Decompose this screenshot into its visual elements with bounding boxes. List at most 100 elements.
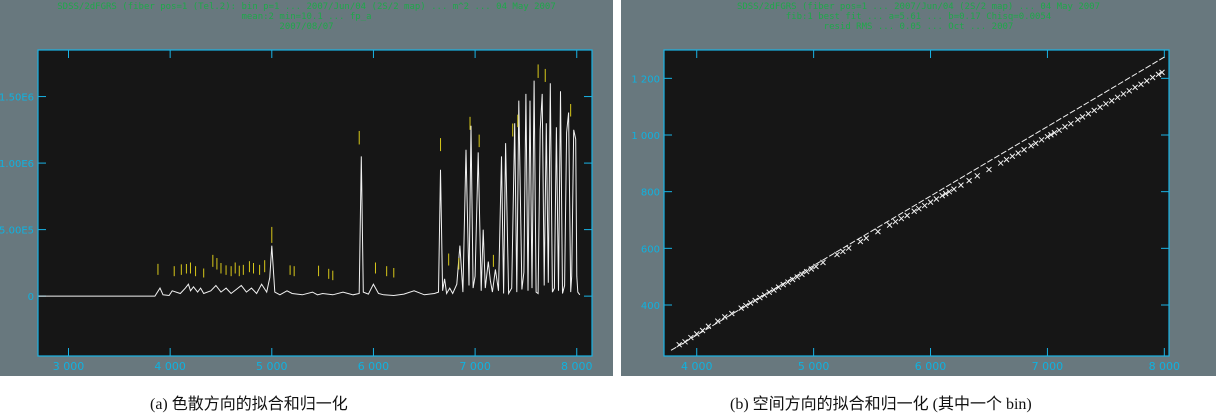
data-point	[1114, 94, 1121, 101]
panel-b: SDSS/2dFGRS (fiber pos=1 ... 2007/Jun/04…	[621, 0, 1216, 376]
y-tick-label: 1 200	[631, 74, 660, 85]
y-tick-label: 0	[28, 292, 34, 303]
data-point	[915, 205, 922, 212]
x-tick-label: 6 000	[358, 360, 390, 373]
data-point	[892, 218, 899, 225]
data-point	[966, 177, 972, 184]
data-point	[1067, 120, 1074, 127]
data-point	[958, 182, 964, 189]
panel-a: SDSS/2dFGRS (fiber pos=1 (Tel.2): bin p=…	[0, 0, 613, 376]
data-point	[875, 228, 881, 235]
data-point	[927, 199, 934, 206]
y-tick-label: 1.50E6	[0, 93, 34, 104]
data-point	[1159, 69, 1165, 76]
data-point	[766, 289, 773, 296]
data-point	[898, 215, 905, 222]
data-point	[840, 248, 846, 255]
data-point	[699, 327, 706, 334]
data-point	[799, 271, 805, 278]
data-point	[1003, 156, 1010, 163]
data-point	[757, 294, 763, 301]
header-line-3: resid RMS ... 0.05 ... Oct ... 2007	[823, 22, 1014, 32]
data-point	[742, 302, 749, 309]
header-line-3: 2007/08/07	[279, 22, 334, 32]
data-point	[1015, 150, 1022, 156]
plot-frame	[37, 49, 593, 357]
data-point	[1079, 114, 1086, 120]
data-point	[738, 305, 745, 311]
data-point	[780, 281, 787, 288]
y-tick-label: 1.00E6	[0, 159, 34, 170]
data-point	[794, 274, 801, 280]
data-point	[1038, 136, 1045, 143]
data-point	[682, 338, 688, 345]
caption-b: (b) 空间方向的拟合和归一化 (其中一个 bin)	[730, 396, 1032, 413]
data-point	[1062, 123, 1068, 130]
data-point	[942, 190, 949, 197]
data-point	[1085, 110, 1092, 117]
x-tick-label: 7 000	[459, 360, 491, 373]
plot-frame	[663, 49, 1170, 357]
data-point	[1021, 146, 1027, 153]
data-point	[705, 323, 712, 330]
data-point	[933, 196, 940, 202]
header-line-1: SDSS/2dFGRS (fiber pos=1 (Tel.2): bin p=…	[57, 2, 556, 12]
data-point	[1044, 133, 1051, 140]
y-tick-label: 800	[641, 188, 660, 199]
header-line-2: fib:1 best fit ... a=5.61 ... b=0.17 Chi…	[785, 12, 1052, 22]
data-point	[1155, 71, 1162, 78]
data-point	[1149, 74, 1156, 81]
data-point	[974, 172, 981, 179]
data-point	[1126, 87, 1133, 94]
data-point	[997, 160, 1004, 166]
data-point	[1009, 153, 1016, 160]
header-line-2: mean:2 min=10.1 ... fp_a	[241, 12, 372, 22]
data-point	[886, 222, 893, 228]
data-point	[939, 192, 946, 199]
spectrum-line	[38, 80, 581, 297]
caption-a: (a) 色散方向的拟合和归一化	[150, 396, 348, 413]
plot-area	[38, 50, 592, 356]
data-point	[1143, 78, 1150, 84]
data-point	[676, 341, 683, 348]
plot-marks	[38, 64, 581, 297]
data-point	[1103, 100, 1109, 107]
data-point	[747, 300, 754, 306]
data-point	[845, 245, 852, 251]
data-point	[911, 208, 918, 215]
x-tick-label: 3 000	[53, 360, 85, 373]
data-point	[1028, 142, 1034, 149]
data-point	[1032, 140, 1039, 147]
y-tick-label: 5.00E5	[0, 226, 34, 237]
data-point	[752, 297, 759, 304]
x-tick-label: 5 000	[798, 360, 830, 373]
data-point	[1132, 84, 1138, 91]
data-point	[857, 238, 864, 245]
data-point	[1074, 116, 1081, 123]
data-point	[688, 334, 694, 341]
y-tick-label: 1 000	[631, 131, 660, 142]
data-point	[789, 276, 796, 283]
data-point	[771, 287, 777, 293]
data-point	[1097, 104, 1103, 111]
data-point	[1051, 129, 1058, 136]
data-point	[813, 263, 819, 270]
data-point	[808, 266, 815, 272]
y-tick-label: 400	[641, 301, 660, 312]
data-point	[714, 318, 721, 325]
x-tick-label: 7 000	[1032, 360, 1064, 373]
x-tick-label: 6 000	[915, 360, 947, 373]
data-point	[951, 186, 957, 192]
plot-marks	[670, 56, 1165, 351]
data-point	[1056, 127, 1062, 134]
x-tick-label: 8 000	[1149, 360, 1181, 373]
data-point	[946, 188, 953, 195]
data-point	[1091, 107, 1098, 114]
x-tick-label: 8 000	[561, 360, 593, 373]
data-point	[785, 279, 791, 285]
data-point	[820, 259, 826, 266]
data-point	[904, 212, 911, 219]
data-point	[721, 314, 728, 320]
data-point	[834, 251, 840, 258]
data-point	[1120, 91, 1127, 97]
